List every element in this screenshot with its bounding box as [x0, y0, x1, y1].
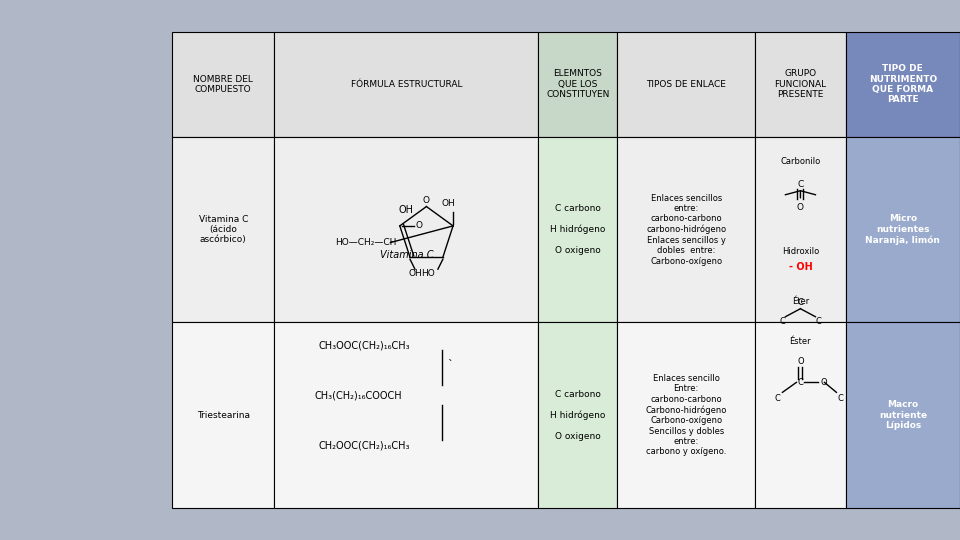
- Text: Micro
nutrientes
Naranja, limón: Micro nutrientes Naranja, limón: [865, 214, 940, 245]
- Text: OH: OH: [408, 269, 421, 278]
- Bar: [846, 137, 960, 322]
- Bar: [539, 137, 617, 322]
- Text: Éster: Éster: [790, 338, 811, 346]
- Text: TIPOS DE ENLACE: TIPOS DE ENLACE: [646, 80, 726, 89]
- Text: CH₃(CH₂)₁₆COOCH: CH₃(CH₂)₁₆COOCH: [315, 390, 402, 400]
- Text: C carbono

H hidrógeno

O oxigeno: C carbono H hidrógeno O oxigeno: [550, 204, 606, 255]
- Bar: [756, 322, 846, 508]
- Text: Carbonilo: Carbonilo: [780, 157, 821, 166]
- Text: O: O: [423, 195, 430, 205]
- Text: Enlaces sencillos
entre:
carbono-carbono
carbono-hidrógeno
Enlaces sencillos y
d: Enlaces sencillos entre: carbono-carbono…: [646, 193, 726, 266]
- Text: C: C: [815, 317, 822, 326]
- Text: O: O: [821, 378, 828, 387]
- Bar: [846, 322, 960, 508]
- Text: O: O: [416, 221, 422, 231]
- Text: C carbono

H hidrógeno

O oxigeno: C carbono H hidrógeno O oxigeno: [550, 389, 606, 441]
- Text: Vitamina C: Vitamina C: [380, 249, 433, 260]
- Text: NOMBRE DEL
COMPUESTO: NOMBRE DEL COMPUESTO: [193, 75, 253, 94]
- Text: OH: OH: [399, 205, 414, 214]
- Text: OH: OH: [442, 199, 455, 208]
- Text: HO—CH₂—CH: HO—CH₂—CH: [335, 238, 396, 247]
- Bar: [172, 322, 275, 508]
- Text: C: C: [798, 378, 804, 387]
- Text: Macro
nutriente
Lípidos: Macro nutriente Lípidos: [878, 400, 927, 430]
- Text: CH₃OOC(CH₂)₁₆CH₃: CH₃OOC(CH₂)₁₆CH₃: [319, 340, 410, 350]
- Text: CH₂OOC(CH₂)₁₆CH₃: CH₂OOC(CH₂)₁₆CH₃: [319, 440, 410, 450]
- Bar: [756, 137, 846, 322]
- Text: Hidroxilo: Hidroxilo: [781, 247, 819, 256]
- Text: GRUPO
FUNCIONAL
PRESENTE: GRUPO FUNCIONAL PRESENTE: [775, 70, 827, 99]
- Text: O: O: [797, 202, 804, 212]
- Text: Enlaces sencillo
Entre:
carbono-carbono
Carbono-hidrógeno
Carbono-oxígeno
Sencil: Enlaces sencillo Entre: carbono-carbono …: [645, 374, 727, 456]
- Text: FÓRMULA ESTRUCTURAL: FÓRMULA ESTRUCTURAL: [350, 80, 462, 89]
- Bar: [617, 32, 756, 137]
- Text: C: C: [798, 180, 804, 188]
- Text: TIPO DE
NUTRIMENTO
QUE FORMA
PARTE: TIPO DE NUTRIMENTO QUE FORMA PARTE: [869, 64, 937, 104]
- Bar: [275, 322, 539, 508]
- Text: HO: HO: [421, 269, 435, 278]
- Bar: [617, 322, 756, 508]
- Text: Éter: Éter: [792, 296, 809, 306]
- Bar: [539, 322, 617, 508]
- Text: Vitamina C
(ácido
ascórbico): Vitamina C (ácido ascórbico): [199, 214, 248, 245]
- Bar: [539, 32, 617, 137]
- Bar: [172, 137, 275, 322]
- Bar: [617, 137, 756, 322]
- Text: O: O: [797, 357, 804, 366]
- Text: C: C: [837, 394, 843, 403]
- Text: `: `: [447, 360, 453, 370]
- Text: C: C: [775, 394, 780, 403]
- Bar: [756, 32, 846, 137]
- Text: C: C: [798, 298, 804, 307]
- Text: ELEMNTOS
QUE LOS
CONSTITUYEN: ELEMNTOS QUE LOS CONSTITUYEN: [546, 70, 610, 99]
- Bar: [846, 32, 960, 137]
- Text: - OH: - OH: [788, 262, 812, 272]
- Text: C: C: [780, 317, 785, 326]
- Bar: [275, 137, 539, 322]
- Text: Triestearina: Triestearina: [197, 411, 250, 420]
- Bar: [172, 32, 275, 137]
- Bar: [275, 32, 539, 137]
